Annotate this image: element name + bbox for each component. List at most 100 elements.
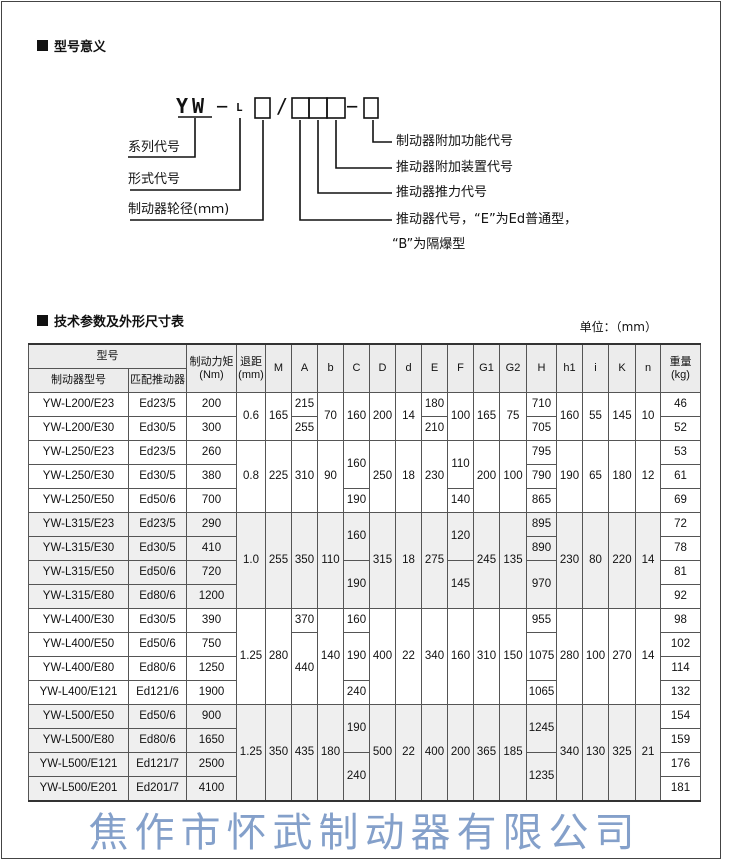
cell-C: 190: [343, 488, 370, 513]
cell-weight: 69: [660, 488, 701, 513]
header-i: i: [582, 343, 609, 393]
cell-H: 790: [526, 464, 557, 489]
table-row: YW-L315/E23 Ed23/5 290 1.0 255 350 110 160 315 18…: [28, 512, 701, 609]
cell-torque: 720: [186, 560, 237, 585]
cell-n: 21: [635, 704, 661, 802]
label-form-code: 形式代号: [128, 172, 181, 187]
cell-E: 210: [421, 416, 448, 441]
section-title-text: 技术参数及外形尺寸表: [54, 315, 185, 330]
cell-actuator: Ed50/6: [128, 560, 187, 585]
label-actuator-code: 推动器代号，“E”为Ed普通型，: [396, 212, 578, 227]
cell-D: 315: [369, 512, 396, 609]
cell-C: 160: [343, 392, 370, 441]
cell-M: 350: [265, 704, 292, 802]
cell-H: 705: [526, 416, 557, 441]
cell-weight: 81: [660, 560, 701, 585]
table-row: YW-L250/E23 Ed23/5 260 0.8 225 310 90 160 250 18 2…: [28, 440, 701, 513]
cell-E: 275: [421, 512, 448, 609]
cell-D: 200: [369, 392, 396, 441]
cell-i: 80: [582, 512, 609, 609]
cell-torque: 1200: [186, 584, 237, 609]
cell-brake-model: YW-L400/E80: [28, 656, 129, 681]
cell-G1: 245: [473, 512, 500, 609]
cell-torque: 410: [186, 536, 237, 561]
cell-brake-model: YW-L400/E30: [28, 608, 129, 633]
cell-F: 200: [447, 704, 474, 802]
header-retract: 退距 (mm): [236, 343, 266, 393]
label-actuator-force: 推动器推力代号: [396, 185, 488, 200]
slash: /: [276, 94, 293, 118]
cell-b: 70: [317, 392, 344, 441]
cell-weight: 176: [660, 752, 701, 777]
cell-actuator: Ed30/5: [128, 608, 187, 633]
table-row: YW-L500/E50 Ed50/6 900 1.25 350 435 180 190 500 2…: [28, 704, 701, 802]
cell-actuator: Ed23/5: [128, 392, 187, 417]
cell-retract: 0.8: [236, 440, 266, 513]
cell-retract: 0.6: [236, 392, 266, 441]
table-row: YW-L200/E30 Ed30/5 300 255 210 705 52: [28, 416, 701, 441]
cell-actuator: Ed80/6: [128, 728, 187, 753]
cell-E: 400: [421, 704, 448, 802]
cell-brake-model: YW-L315/E50: [28, 560, 129, 585]
cell-G1: 365: [473, 704, 500, 802]
cell-H: 970: [526, 560, 557, 609]
cell-F: 145: [447, 560, 474, 609]
header-F: F: [447, 343, 474, 393]
cell-C: 190: [343, 632, 370, 681]
cell-brake-model: YW-L200/E23: [28, 392, 129, 417]
cell-H: 795: [526, 440, 557, 465]
dash: −: [216, 94, 233, 118]
label-extra-function: 制动器附加功能代号: [396, 134, 514, 149]
cell-actuator: Ed23/5: [128, 512, 187, 537]
table-row: YW-L315/E30 Ed30/5 410 890 78: [28, 536, 701, 561]
cell-h1: 230: [556, 512, 583, 609]
cell-M: 165: [265, 392, 292, 441]
cell-H: 1075: [526, 632, 557, 681]
cell-b: 180: [317, 704, 344, 802]
table-row: YW-L500/E201 Ed201/7 4100 181: [28, 776, 701, 802]
cell-torque: 290: [186, 512, 237, 537]
cell-F: 140: [447, 488, 474, 513]
cell-C: 240: [343, 680, 370, 705]
cell-i: 65: [582, 440, 609, 513]
table-row: YW-L500/E80 Ed80/6 1650 159: [28, 728, 701, 753]
cell-h1: 190: [556, 440, 583, 513]
cell-G2: 75: [499, 392, 527, 441]
cell-brake-model: YW-L500/E121: [28, 752, 129, 777]
dash: −: [346, 94, 363, 118]
header-D: D: [369, 343, 396, 393]
header-G2: G2: [499, 343, 527, 393]
section-tech-params-title: 技术参数及外形尺寸表: [37, 311, 184, 330]
cell-K: 270: [608, 608, 636, 705]
header-n: n: [635, 343, 661, 393]
cell-E: 180: [421, 392, 448, 417]
cell-brake-model: YW-L500/E201: [28, 776, 129, 802]
cell-brake-model: YW-L315/E23: [28, 512, 129, 537]
cell-C: 160: [343, 440, 370, 489]
table-row: YW-L500/E121 Ed121/7 2500 240 1235 176: [28, 752, 701, 802]
series-code-text: YW: [176, 94, 209, 118]
header-brake-model: 制动器型号: [28, 368, 129, 393]
cell-F: 100: [447, 392, 474, 441]
cell-E: 340: [421, 608, 448, 705]
cell-K: 220: [608, 512, 636, 609]
label-actuator-code-2: “B”为隔爆型: [392, 237, 466, 252]
cell-actuator: Ed30/5: [128, 536, 187, 561]
cell-torque: 900: [186, 704, 237, 729]
cell-G1: 165: [473, 392, 500, 441]
header-row: 制动器型号 匹配推动器: [28, 368, 701, 393]
cell-F: 160: [447, 608, 474, 705]
cell-h1: 280: [556, 608, 583, 705]
header-C: C: [343, 343, 370, 393]
cell-brake-model: YW-L400/E121: [28, 680, 129, 705]
cell-h1: 160: [556, 392, 583, 441]
cell-weight: 114: [660, 656, 701, 681]
cell-D: 250: [369, 440, 396, 513]
cell-torque: 390: [186, 608, 237, 633]
label-actuator-device: 推动器附加装置代号: [396, 160, 514, 175]
header-weight: 重量 (kg): [660, 343, 701, 393]
cell-weight: 46: [660, 392, 701, 417]
cell-weight: 52: [660, 416, 701, 441]
